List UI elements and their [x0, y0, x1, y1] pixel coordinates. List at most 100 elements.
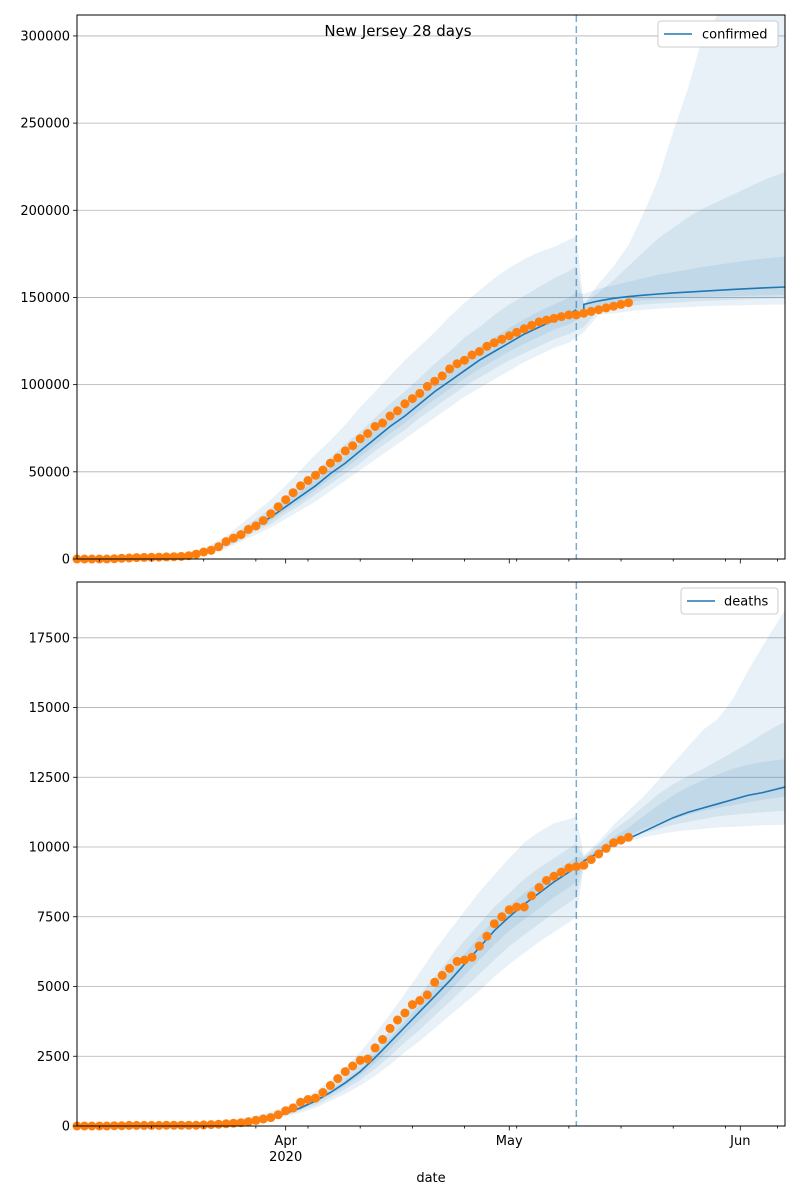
observed-point — [288, 488, 298, 498]
observed-point — [437, 970, 447, 980]
observed-point — [370, 1043, 380, 1053]
observed-point — [460, 955, 469, 965]
observed-point — [549, 313, 559, 323]
observed-point — [624, 298, 633, 308]
observed-point — [191, 549, 201, 559]
observed-point — [281, 1106, 291, 1116]
observed-point — [393, 1015, 402, 1025]
observed-point — [415, 388, 425, 398]
observed-point — [147, 552, 156, 562]
observed-point — [325, 1081, 335, 1090]
confirmed-legend-label: confirmed — [702, 28, 768, 43]
observed-point — [318, 1088, 328, 1097]
observed-point — [243, 1117, 253, 1127]
y-tick-label: 15000 — [29, 701, 70, 716]
y-tick-label: 0 — [62, 1120, 70, 1135]
observed-point — [467, 350, 477, 360]
observed-point — [191, 1120, 201, 1130]
observed-point — [311, 470, 320, 480]
observed-point — [571, 862, 581, 872]
y-tick-label: 300000 — [20, 29, 70, 44]
x-tick-sublabel: 2020 — [269, 1150, 302, 1165]
confirmed-legend-box — [657, 20, 779, 48]
observed-point — [296, 481, 306, 491]
observed-point — [415, 996, 425, 1005]
observed-point — [251, 521, 261, 531]
observed-point — [318, 465, 328, 475]
observed-point — [601, 843, 611, 853]
y-tick-label: 7500 — [37, 910, 70, 925]
observed-point — [355, 1055, 365, 1065]
observed-point — [184, 551, 194, 561]
observed-point — [378, 418, 388, 428]
x-tick-label: May — [496, 1134, 523, 1149]
observed-point — [512, 327, 522, 337]
observed-point — [378, 1035, 388, 1044]
observed-point — [385, 411, 395, 421]
observed-point — [579, 860, 589, 870]
observed-point — [184, 1120, 194, 1130]
observed-point — [325, 458, 335, 468]
observed-point — [542, 315, 551, 325]
observed-point — [489, 338, 499, 348]
observed-point — [243, 524, 253, 534]
observed-point — [311, 1093, 320, 1103]
uncertainty-band-3 — [77, 256, 785, 559]
observed-point — [527, 891, 537, 901]
observed-point — [609, 838, 619, 848]
observed-point — [556, 867, 566, 877]
observed-point — [117, 553, 127, 563]
observed-point — [258, 516, 268, 526]
observed-point — [176, 1120, 186, 1130]
observed-point — [534, 317, 544, 327]
observed-point — [236, 530, 246, 540]
observed-point — [273, 1110, 283, 1120]
confirmed-y-axis: 0 50000 100000 150000 200000 250000 300000 — [20, 29, 77, 568]
observed-point — [266, 509, 276, 519]
observed-point — [385, 1023, 395, 1033]
deaths-axes-frame — [76, 581, 786, 1127]
observed-point — [296, 1097, 306, 1107]
observed-point — [534, 883, 544, 892]
uncertainty-band-1 — [77, 609, 785, 1126]
observed-point — [340, 1067, 350, 1077]
observed-point — [139, 1120, 149, 1130]
y-tick-label: 50000 — [29, 465, 70, 480]
uncertainty-band-2 — [77, 171, 785, 559]
observed-point — [393, 406, 402, 416]
y-tick-label: 250000 — [20, 117, 70, 132]
observed-point — [132, 1120, 142, 1130]
observed-point — [609, 301, 619, 311]
observed-point — [214, 1119, 224, 1129]
observed-point — [132, 553, 142, 563]
observed-point — [594, 305, 604, 315]
observed-point — [482, 931, 492, 941]
observed-point — [452, 956, 462, 966]
observed-point — [348, 1061, 358, 1071]
observed-point — [355, 434, 365, 444]
observed-point — [624, 832, 633, 842]
y-tick-label: 12500 — [29, 771, 70, 786]
deaths-legend: deaths — [680, 587, 779, 615]
chart-title: New Jersey 28 days — [324, 22, 471, 40]
observed-point — [147, 1120, 156, 1130]
observed-point — [571, 310, 581, 320]
y-tick-label: 100000 — [20, 378, 70, 393]
observed-point — [482, 341, 492, 351]
confirmed-axes-frame — [76, 14, 786, 560]
observed-point — [556, 312, 566, 322]
y-tick-label: 200000 — [20, 204, 70, 219]
observed-point — [474, 941, 484, 951]
observed-point — [206, 545, 216, 555]
confirmed-panel: 0 50000 100000 150000 200000 250000 300000 New… — [20, 14, 786, 568]
observed-point — [251, 1115, 261, 1125]
observed-point — [407, 1000, 417, 1010]
x-tick-label: Apr — [274, 1134, 297, 1149]
observed-point — [527, 320, 537, 330]
observed-point — [333, 453, 343, 463]
observed-point — [124, 1120, 134, 1130]
observed-point — [139, 552, 149, 562]
deaths-panel: 0 2500 5000 7500 10000 12500 15000 17500 Apr202… — [29, 581, 786, 1186]
observed-point — [273, 502, 283, 512]
observed-point — [430, 376, 440, 386]
